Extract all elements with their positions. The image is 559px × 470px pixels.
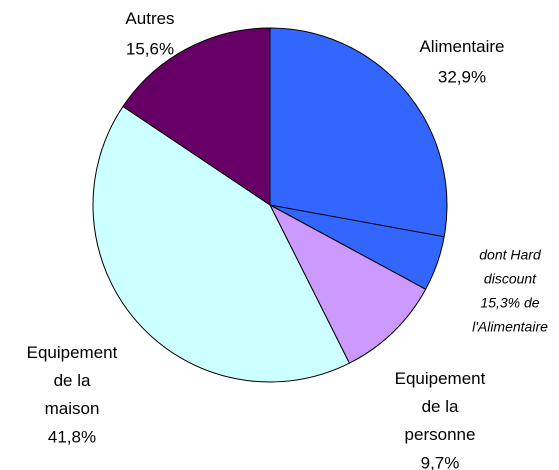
label-line: Equipement [27,343,118,362]
annotation-line: dont Hard [479,247,542,263]
slice-label: Autres [125,9,174,28]
label-line: maison [45,399,100,418]
label-line: de la [422,397,459,416]
annotation-line: discount [484,271,537,287]
label-line: Alimentaire [419,37,504,56]
pie-slice [122,27,271,206]
value-label: 9,7% [421,453,460,470]
annotation-line: l'Alimentaire [472,319,548,335]
slice-label: Equipement de la personne [395,369,486,444]
label-line: de la [54,371,91,390]
label-line: personne [405,425,476,444]
label-line: Equipement [395,369,486,388]
sub-divider [269,204,445,238]
pie-slice [92,105,351,383]
pie-slice [269,27,448,290]
slice-label: Equipement de la maison [27,343,118,418]
value-label: 15,6% [126,39,174,58]
pie-slice [268,203,427,364]
value-label: 41,8% [48,427,96,446]
label-line: Autres [125,9,174,28]
annotation-line: 15,3% de [480,295,539,311]
value-label: 32,9% [438,67,486,86]
slice-label: Alimentaire [419,37,504,56]
